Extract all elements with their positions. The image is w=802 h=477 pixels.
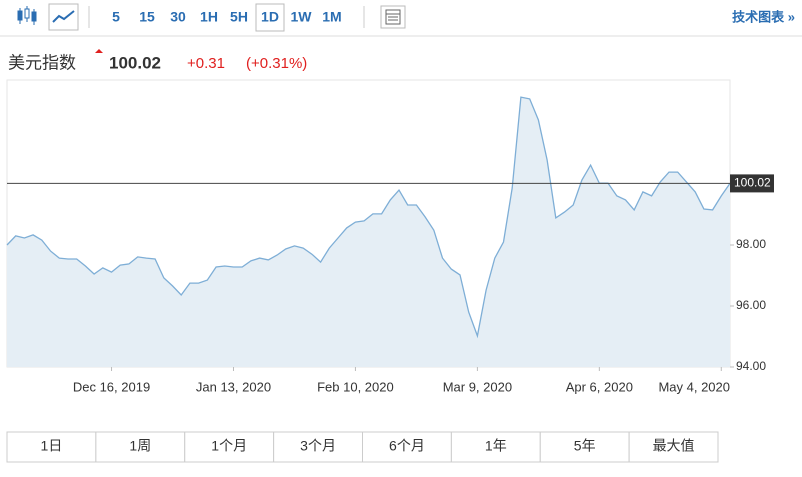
range-button[interactable]: 3个月	[300, 438, 336, 454]
area-fill	[7, 97, 730, 367]
line-icon	[52, 10, 75, 23]
range-button[interactable]: 1个月	[211, 438, 247, 454]
line-icon-box[interactable]	[48, 3, 79, 31]
range-button[interactable]: 1日	[41, 438, 63, 454]
range-button-box[interactable]	[628, 431, 719, 463]
range-button-box[interactable]	[95, 431, 186, 463]
up-arrow	[95, 49, 103, 53]
interval-button[interactable]: 1W	[291, 9, 313, 25]
interval-button[interactable]: 1D	[261, 9, 279, 25]
interval-button[interactable]: 1H	[200, 9, 218, 25]
candle-icon[interactable]	[17, 6, 37, 25]
range-button-box[interactable]	[539, 431, 630, 463]
interval-button[interactable]: 30	[170, 9, 186, 25]
price: 100.02	[109, 53, 161, 72]
x-tick-label: Mar 9, 2020	[443, 379, 512, 394]
interval-button[interactable]: 1M	[322, 9, 341, 25]
x-tick-label: Feb 10, 2020	[317, 379, 394, 394]
x-tick-label: Jan 13, 2020	[196, 379, 271, 394]
interval-button[interactable]: 5H	[230, 9, 248, 25]
range-button-box[interactable]	[184, 431, 275, 463]
interval-selected-box	[255, 3, 285, 32]
range-button-box[interactable]	[6, 431, 97, 463]
range-button-box[interactable]	[273, 431, 363, 463]
table-icon[interactable]	[380, 5, 406, 29]
range-button[interactable]: 5年	[574, 438, 596, 454]
interval-button[interactable]: 15	[139, 9, 155, 25]
y-tick-label: 98.00	[736, 237, 766, 251]
range-button[interactable]: 最大值	[653, 438, 695, 454]
price-line	[6, 96, 731, 339]
y-tick-label: 96.00	[736, 298, 766, 312]
range-button-box[interactable]	[450, 431, 541, 463]
x-tick-label: Apr 6, 2020	[566, 379, 633, 394]
x-tick-label: Dec 16, 2019	[73, 379, 150, 394]
x-tick-label: May 4, 2020	[658, 379, 730, 394]
change: +0.31	[187, 55, 225, 72]
instrument-name: 美元指数	[8, 53, 76, 72]
range-button[interactable]: 1年	[485, 438, 507, 454]
range-button[interactable]: 1周	[129, 438, 151, 454]
last-price-tag	[730, 174, 774, 193]
y-tick-label: 94.00	[736, 359, 766, 373]
interval-button[interactable]: 5	[112, 9, 120, 25]
range-button[interactable]: 6个月	[389, 438, 425, 454]
change-percent: (+0.31%)	[246, 55, 307, 72]
last-price-label: 100.02	[734, 176, 771, 190]
technical-chart-link[interactable]: 技术图表 »	[732, 9, 795, 24]
